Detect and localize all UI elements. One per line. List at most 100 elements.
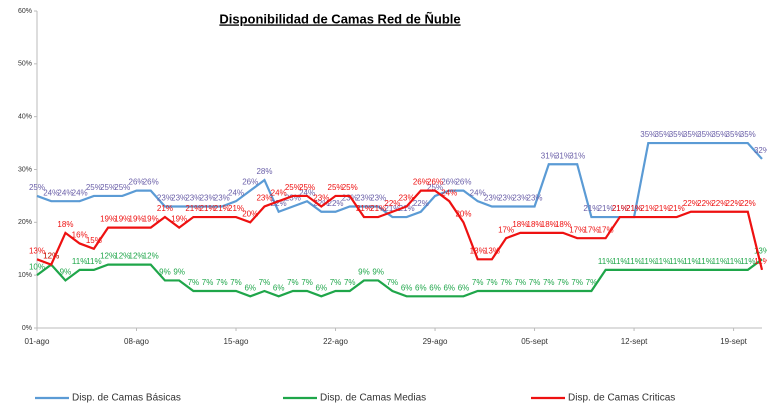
data-label: 6%	[429, 283, 441, 292]
data-label: 32%	[754, 146, 767, 155]
data-label: 24%	[441, 188, 457, 197]
data-label: 23%	[498, 194, 514, 203]
data-label: 23%	[370, 194, 386, 203]
data-label: 24%	[72, 188, 88, 197]
data-label: 23%	[527, 194, 543, 203]
data-label: 6%	[443, 283, 455, 292]
data-label: 9%	[60, 268, 72, 277]
data-label: 21%	[200, 204, 216, 213]
data-label: 26%	[242, 178, 258, 187]
data-label: 6%	[244, 283, 256, 292]
data-label: 23%	[200, 194, 216, 203]
data-label: 23%	[484, 194, 500, 203]
legend-label: Disp. de Camas Criticas	[568, 393, 675, 404]
data-label: 24%	[228, 188, 244, 197]
data-label: 7%	[259, 278, 271, 287]
data-label: 24%	[57, 188, 73, 197]
data-label: 17%	[583, 225, 599, 234]
data-label: 31%	[555, 151, 571, 160]
data-label: 13%	[470, 246, 486, 255]
data-label: 11%	[683, 257, 698, 266]
data-label: 7%	[344, 278, 356, 287]
data-label: 22%	[683, 199, 699, 208]
data-label: 21%	[399, 204, 415, 213]
data-label: 22%	[697, 199, 713, 208]
data-label: 22%	[711, 199, 727, 208]
data-label: 18%	[541, 220, 557, 229]
data-label: 21%	[612, 204, 628, 213]
data-label: 11%	[641, 257, 656, 266]
data-label: 17%	[498, 225, 514, 234]
data-label: 23%	[356, 194, 372, 203]
data-label: 22%	[384, 199, 400, 208]
data-label: 7%	[515, 278, 527, 287]
data-label: 25%	[285, 183, 301, 192]
data-label: 6%	[458, 283, 470, 292]
data-label: 7%	[301, 278, 313, 287]
data-label: 6%	[401, 283, 413, 292]
data-label: 17%	[598, 225, 614, 234]
data-label: 18%	[527, 220, 543, 229]
data-label: 6%	[273, 283, 285, 292]
data-label: 26%	[129, 178, 145, 187]
data-label: 9%	[372, 268, 384, 277]
data-label: 35%	[669, 130, 685, 139]
x-tick-label: 05-sept	[521, 337, 548, 346]
data-label: 11%	[712, 257, 727, 266]
data-label: 35%	[683, 130, 699, 139]
data-label: 21%	[356, 204, 372, 213]
data-label: 18%	[57, 220, 73, 229]
data-label: 9%	[358, 268, 370, 277]
data-label: 25%	[299, 183, 315, 192]
data-label: 13%	[484, 246, 500, 255]
data-label: 19%	[143, 215, 159, 224]
data-label: 22%	[271, 199, 287, 208]
data-label: 7%	[529, 278, 541, 287]
data-label: 26%	[455, 178, 471, 187]
data-label: 21%	[626, 204, 642, 213]
data-label: 35%	[711, 130, 727, 139]
data-label: 24%	[43, 188, 59, 197]
data-label: 23%	[214, 194, 230, 203]
data-label: 13%	[29, 246, 45, 255]
data-label: 7%	[287, 278, 299, 287]
data-label: 15%	[86, 236, 102, 245]
data-label: 22%	[328, 199, 344, 208]
data-label: 23%	[285, 194, 301, 203]
data-label: 25%	[342, 183, 358, 192]
data-label: 23%	[512, 194, 528, 203]
data-label: 11%	[86, 257, 101, 266]
data-label: 22%	[413, 199, 429, 208]
data-label: 24%	[299, 188, 315, 197]
data-label: 11%	[612, 257, 627, 266]
data-label: 26%	[143, 178, 159, 187]
data-label: 23%	[399, 194, 415, 203]
data-label: 7%	[188, 278, 200, 287]
data-label: 19%	[171, 215, 187, 224]
data-label: 24%	[271, 188, 287, 197]
x-tick-label: 08-ago	[124, 337, 149, 346]
data-label: 25%	[114, 183, 130, 192]
data-label: 7%	[557, 278, 569, 287]
data-label: 21%	[157, 204, 173, 213]
data-label: 21%	[214, 204, 230, 213]
data-label: 20%	[455, 209, 471, 218]
data-label: 12%	[100, 252, 116, 261]
data-label: 19%	[129, 215, 145, 224]
data-label: 11%	[697, 257, 712, 266]
data-label: 26%	[413, 178, 429, 187]
data-label: 7%	[387, 278, 399, 287]
series-line	[36, 141, 763, 219]
y-tick-label: 10%	[18, 272, 32, 279]
data-label: 21%	[626, 204, 642, 213]
data-label: 31%	[569, 151, 585, 160]
data-label: 23%	[313, 194, 329, 203]
series-line	[36, 258, 763, 298]
x-tick-label: 12-sept	[621, 337, 648, 346]
data-label: 21%	[583, 204, 599, 213]
data-label: 35%	[740, 130, 756, 139]
data-label: 7%	[500, 278, 512, 287]
data-label: 25%	[427, 183, 443, 192]
data-label: 7%	[472, 278, 484, 287]
